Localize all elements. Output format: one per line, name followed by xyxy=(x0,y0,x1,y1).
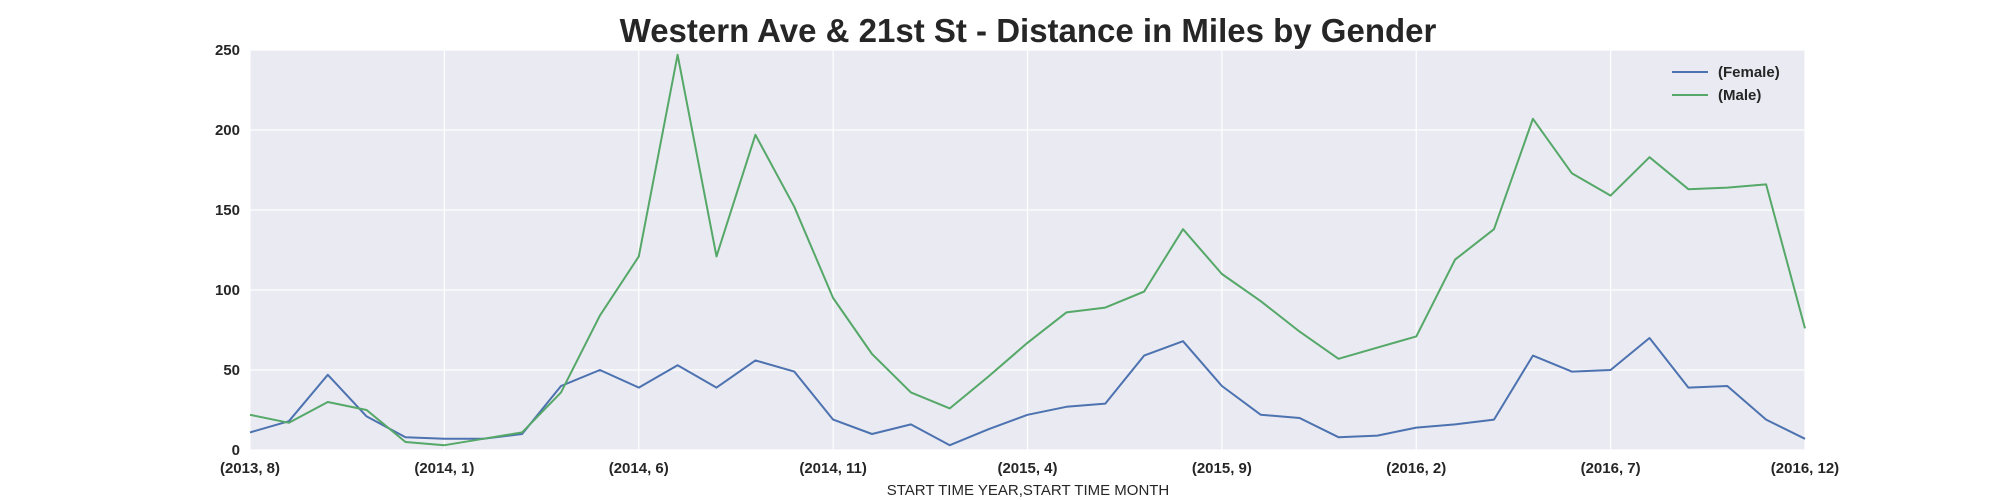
legend: (Female) (Male) xyxy=(1672,64,1780,104)
x-tick-label: (2016, 12) xyxy=(1771,460,1839,477)
x-tick-label: (2016, 2) xyxy=(1386,460,1446,477)
series-line-female xyxy=(249,337,1806,447)
y-tick-label: 50 xyxy=(223,362,240,379)
x-axis-ticks: (2013, 8) (2014, 1) (2014, 6) (2014, 11) (20… xyxy=(220,460,1839,477)
chart-title: Western Ave & 21st St - Distance in Mile… xyxy=(620,12,1437,49)
y-tick-label: 0 xyxy=(232,442,240,459)
y-axis-ticks: 0 50 100 150 200 250 xyxy=(215,42,240,459)
series-lines xyxy=(249,53,1806,447)
legend-label: (Female) xyxy=(1718,64,1780,81)
x-tick-label: (2016, 7) xyxy=(1581,460,1641,477)
x-tick-label: (2015, 4) xyxy=(997,460,1057,477)
x-tick-label: (2014, 11) xyxy=(799,460,867,477)
x-tick-label: (2014, 1) xyxy=(414,460,474,477)
y-tick-label: 250 xyxy=(215,42,240,59)
y-tick-label: 200 xyxy=(215,122,240,139)
grid xyxy=(249,49,1806,451)
y-tick-label: 150 xyxy=(215,202,240,219)
x-tick-label: (2015, 9) xyxy=(1192,460,1252,477)
x-axis-label: START TIME YEAR,START TIME MONTH xyxy=(887,482,1170,499)
x-tick-label: (2014, 6) xyxy=(609,460,669,477)
x-tick-label: (2013, 8) xyxy=(220,460,280,477)
series-line-male xyxy=(249,53,1806,447)
y-tick-label: 100 xyxy=(215,282,240,299)
legend-label: (Male) xyxy=(1718,87,1761,104)
